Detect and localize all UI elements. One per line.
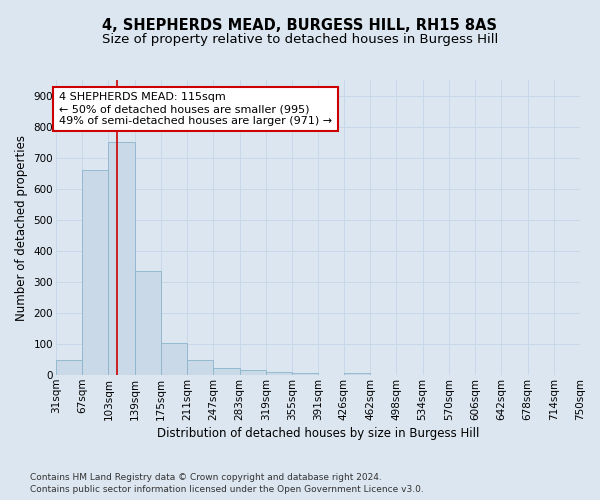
Bar — [239, 370, 266, 375]
X-axis label: Distribution of detached houses by size in Burgess Hill: Distribution of detached houses by size … — [157, 427, 479, 440]
Text: 4, SHEPHERDS MEAD, BURGESS HILL, RH15 8AS: 4, SHEPHERDS MEAD, BURGESS HILL, RH15 8A… — [103, 18, 497, 32]
Bar — [56, 360, 82, 375]
Bar — [266, 372, 292, 375]
Text: Size of property relative to detached houses in Burgess Hill: Size of property relative to detached ho… — [102, 32, 498, 46]
Bar — [82, 170, 109, 375]
Bar — [187, 360, 214, 375]
Text: Contains public sector information licensed under the Open Government Licence v3: Contains public sector information licen… — [30, 485, 424, 494]
Text: 4 SHEPHERDS MEAD: 115sqm
← 50% of detached houses are smaller (995)
49% of semi-: 4 SHEPHERDS MEAD: 115sqm ← 50% of detach… — [59, 92, 332, 126]
Bar — [344, 373, 370, 375]
Bar — [134, 271, 161, 375]
Text: Contains HM Land Registry data © Crown copyright and database right 2024.: Contains HM Land Registry data © Crown c… — [30, 472, 382, 482]
Bar — [214, 368, 239, 375]
Y-axis label: Number of detached properties: Number of detached properties — [15, 134, 28, 320]
Bar — [109, 142, 134, 375]
Bar — [161, 342, 187, 375]
Bar — [292, 373, 319, 375]
